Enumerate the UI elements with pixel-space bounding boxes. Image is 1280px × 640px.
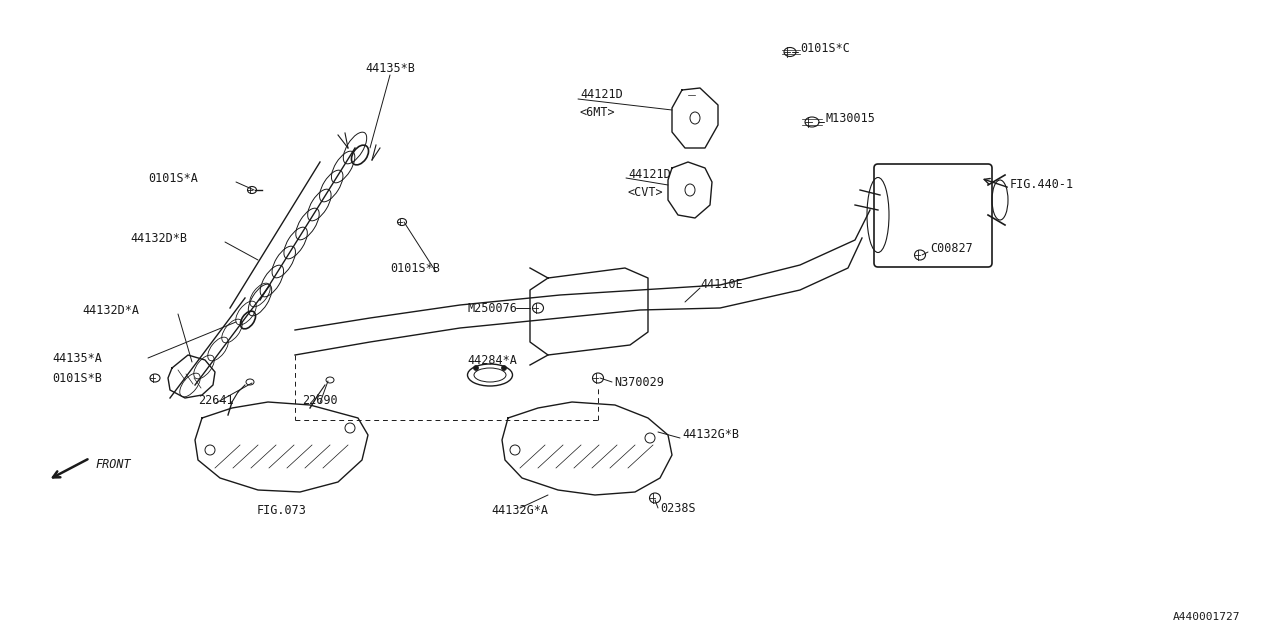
Text: 44110E: 44110E: [700, 278, 742, 291]
Ellipse shape: [326, 377, 334, 383]
Text: 0238S: 0238S: [660, 502, 695, 515]
Text: 0101S*A: 0101S*A: [148, 172, 198, 184]
Ellipse shape: [247, 186, 256, 193]
Text: 44284*A: 44284*A: [467, 353, 517, 367]
Text: <CVT>: <CVT>: [628, 186, 663, 200]
Ellipse shape: [246, 379, 253, 385]
Text: FIG.440-1: FIG.440-1: [1010, 179, 1074, 191]
Text: 44121D: 44121D: [628, 168, 671, 182]
Text: 44132D*A: 44132D*A: [82, 303, 140, 317]
Ellipse shape: [532, 303, 544, 313]
Text: 44132G*B: 44132G*B: [682, 429, 739, 442]
Text: FIG.073: FIG.073: [257, 504, 307, 516]
Text: <6MT>: <6MT>: [580, 106, 616, 120]
Text: M250076: M250076: [467, 301, 517, 314]
Text: 44121D: 44121D: [580, 88, 623, 102]
Text: 22641: 22641: [198, 394, 234, 406]
Text: 44135*B: 44135*B: [365, 61, 415, 74]
Text: A440001727: A440001727: [1172, 612, 1240, 622]
Ellipse shape: [783, 47, 796, 56]
Text: 44132G*A: 44132G*A: [492, 504, 549, 516]
Ellipse shape: [150, 374, 160, 382]
Ellipse shape: [398, 218, 407, 225]
Ellipse shape: [649, 493, 660, 503]
Ellipse shape: [805, 117, 819, 127]
Text: FRONT: FRONT: [95, 458, 131, 472]
Ellipse shape: [914, 250, 925, 260]
Text: C00827: C00827: [931, 241, 973, 255]
Text: 44132D*B: 44132D*B: [131, 232, 187, 244]
Text: 22690: 22690: [302, 394, 338, 406]
Text: 0101S*B: 0101S*B: [390, 262, 440, 275]
Text: N370029: N370029: [614, 376, 664, 388]
Text: 0101S*C: 0101S*C: [800, 42, 850, 54]
Text: M130015: M130015: [826, 111, 876, 125]
Text: 0101S*B: 0101S*B: [52, 371, 102, 385]
Ellipse shape: [593, 373, 603, 383]
Ellipse shape: [474, 365, 479, 371]
Text: 44135*A: 44135*A: [52, 351, 102, 365]
Ellipse shape: [502, 365, 507, 371]
